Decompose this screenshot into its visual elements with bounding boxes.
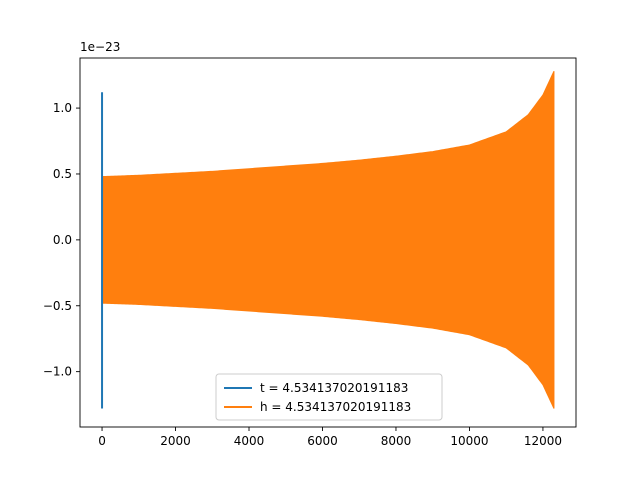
y-tick-label: 0.0: [53, 233, 72, 247]
axes-frame: [79, 57, 577, 428]
series-h-band: [101, 70, 555, 409]
x-tick-label: 2000: [160, 434, 191, 448]
y-tick-label: 1.0: [53, 101, 72, 115]
x-axis: 0 2000 4000 6000 8000 10000 12000: [98, 427, 562, 448]
legend-entry-label: h = 4.534137020191183: [260, 400, 411, 414]
y-tick-label: 0.5: [53, 167, 72, 181]
plot-area: [101, 70, 555, 409]
legend-box: [215, 373, 443, 421]
x-tick-label: 12000: [524, 434, 562, 448]
x-tick-label: 4000: [234, 434, 265, 448]
x-tick-label: 0: [98, 434, 106, 448]
x-tick-label: 10000: [450, 434, 488, 448]
x-tick-label: 8000: [381, 434, 412, 448]
legend-entry-label: t = 4.534137020191183: [260, 381, 408, 395]
y-axis: −1.0 −0.5 0.0 0.5 1.0: [43, 101, 80, 379]
legend: t = 4.534137020191183 h = 4.5341370201911…: [215, 373, 443, 421]
y-tick-label: −1.0: [43, 365, 72, 379]
x-tick-label: 6000: [307, 434, 338, 448]
y-offset-label: 1e−23: [80, 40, 120, 54]
y-tick-label: −0.5: [43, 299, 72, 313]
